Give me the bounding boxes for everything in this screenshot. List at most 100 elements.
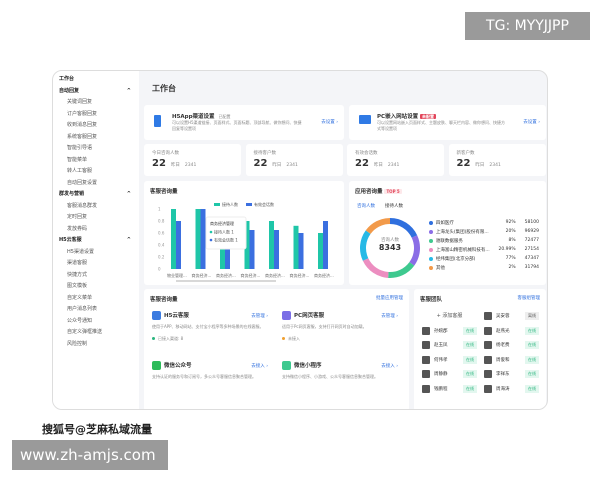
sidebar-item[interactable]: 自定义弹框推送 [67, 329, 103, 335]
x-tick-label: 物业管理... [167, 272, 187, 278]
stat-sub-value: 2341 [286, 163, 298, 168]
app-window: 工作台 自动回复 ^ 关键词回复订户客服回复 收到消息回复 系统客服回复 智能引导语智能菜单… [52, 70, 548, 410]
legend-pct: 20.99% [498, 247, 516, 252]
service-name: 微信公众号 [164, 363, 192, 369]
sidebar-item[interactable]: 关键词回复 [67, 99, 93, 105]
setup-card: H5App渠道设置 已配置 可以设置H5渠道链接、页面样式、页面标题、顶部导航、做… [144, 105, 344, 140]
team-member[interactable]: 吴安蓉 离线 [484, 311, 539, 321]
sidebar-item[interactable]: 系统客服回复 [67, 133, 98, 140]
team-member[interactable]: 周静静 在线 [422, 369, 477, 379]
sidebar-item[interactable]: 发放券码 [67, 225, 88, 232]
service-name: PC网页客服 [294, 313, 325, 319]
sidebar-item[interactable]: 风险控制 [67, 340, 88, 347]
team-member[interactable]: 周俊和 在线 [484, 355, 539, 365]
stat-value: 22 [456, 158, 471, 169]
service-item: H5云客服 去管理 › 使用于APP、移动网站、支付宝小程序等多种场景的在线客服。已… [152, 311, 272, 361]
avatar [484, 312, 492, 320]
bar [323, 221, 328, 269]
team-member[interactable]: 何伟孝 在线 [422, 355, 477, 365]
stat-label: 今日咨询人数 [152, 151, 179, 156]
service-name: 微信小程序 [294, 363, 322, 369]
stat-value: 22 [355, 158, 369, 169]
avatar [484, 370, 492, 378]
stat-value: 22 [253, 158, 268, 169]
bar [171, 209, 176, 269]
stat-card: 有效会话数 22 昨日 2341 [347, 144, 444, 176]
sidebar-item[interactable]: 定时回复 [67, 214, 88, 220]
sidebar-item[interactable]: 快捷方式 [67, 271, 88, 278]
sidebar-item[interactable]: 智能菜单 [67, 156, 88, 163]
team-member[interactable]: 赵燕光 在线 [484, 326, 539, 336]
stat-value: 22 [152, 158, 166, 169]
stat-label: 接待客户数 [253, 151, 277, 156]
sidebar: 工作台 自动回复 ^ 关键词回复订户客服回复 收到消息回复 系统客服回复 智能引导语智能菜单… [53, 71, 139, 409]
service-link[interactable]: 去接入 › [251, 364, 268, 369]
avatar [484, 384, 492, 393]
sidebar-item[interactable]: 公众号通知 [67, 317, 93, 324]
legend-value: 58100 [524, 220, 539, 225]
service-link[interactable]: 去接入 › [381, 364, 398, 369]
setup-link[interactable]: 去设置 › [321, 120, 338, 125]
team-member[interactable]: 杨老费 在线 [484, 340, 539, 350]
bar [225, 245, 230, 269]
sidebar-group[interactable]: 自动回复 ^ [53, 86, 139, 98]
tab-reception[interactable]: 接待人数 [385, 204, 403, 209]
setup-desc: 可以设置网站嵌入页面样式、主题皮肤、聊天栏内容、做你想问、快捷方式等设置项 [377, 120, 505, 131]
tab-consult[interactable]: 咨询人数 [357, 204, 375, 209]
sidebar-item-home[interactable]: 工作台 [53, 74, 139, 86]
batch-manage-link[interactable]: 批量应用管理 [376, 296, 403, 301]
team-manage-link[interactable]: 客服组管理 [517, 296, 541, 301]
member-name: 赵燕光 [496, 328, 510, 334]
legend-pct: 20% [505, 229, 516, 234]
service-status: 已接入渠道: 8 [158, 336, 184, 341]
service-icon [282, 311, 291, 320]
setup-card: PC嵌入网站设置 未配置 可以设置网站嵌入页面样式、主题皮肤、聊天栏内容、做你想问… [349, 105, 546, 140]
team-member[interactable]: 孙婉郡 在线 [422, 326, 477, 336]
sidebar-group[interactable]: 群发与营销 ^ [53, 189, 139, 201]
member-name: 孙婉郡 [434, 328, 448, 334]
bar [249, 230, 255, 269]
service-link[interactable]: 去管理 › [251, 314, 268, 319]
sidebar-item[interactable]: 渠道客服 [67, 260, 88, 266]
stat-sub-value: 2341 [184, 163, 197, 168]
avatar [484, 326, 492, 335]
service-link[interactable]: 去管理 › [381, 314, 398, 319]
bar [293, 225, 299, 269]
sidebar-item[interactable]: 自动回复设置 [67, 179, 98, 186]
team-member[interactable]: 周海涛 在线 [484, 384, 539, 394]
donut-slice [362, 258, 389, 278]
sidebar-item[interactable]: 自定义菜单 [67, 294, 93, 301]
tg-watermark: TG: MYYJJPP [465, 12, 590, 40]
sidebar-item[interactable]: 收到消息回复 [67, 122, 98, 128]
setup-status-badge: 已配置 [218, 114, 231, 119]
avatar [422, 370, 430, 378]
add-agent-button[interactable]: + 添加客服 [436, 313, 463, 319]
sidebar-item[interactable]: 客服消息群发 [67, 202, 98, 209]
team-member[interactable]: 李祥东 在线 [484, 369, 539, 379]
member-status-badge: 在线 [525, 384, 539, 393]
pie-legend-row: 经纬集团(北京分部) 77% 47347 [429, 254, 539, 263]
donut-slice [365, 218, 391, 235]
sidebar-group[interactable]: H5云客服 ^ [53, 235, 139, 247]
member-name: 杨老费 [496, 343, 510, 348]
sidebar-item[interactable]: H5渠道设置 [67, 248, 94, 255]
setup-link[interactable]: 去设置 › [523, 120, 540, 125]
team-card: 客服团队 客服组管理 + 添加客服 吴安蓉 离线 孙婉郡 在线 赵燕光 在线 赵玉凤 在线 杨老… [414, 289, 546, 409]
x-tick-label: 商务经济... [265, 272, 285, 278]
service-icon [152, 361, 161, 370]
team-member[interactable]: 赵玉凤 在线 [422, 340, 477, 350]
team-member[interactable]: 钱鹏程 在线 [422, 384, 477, 394]
legend-pct: 2% [508, 265, 516, 270]
sidebar-item[interactable]: 智能引导语 [67, 145, 93, 151]
stat-card: 新客户数 22 昨日 2341 [448, 144, 546, 176]
sidebar-item[interactable]: 图文模板 [67, 283, 88, 289]
pie-legend-row: 其他 2% 31794 [429, 263, 539, 272]
legend-item: 接待人数 [214, 201, 238, 207]
service-title: 客服咨询量 [150, 297, 178, 303]
legend-value: 96929 [524, 229, 539, 234]
sidebar-item[interactable]: 订户客服回复 [67, 110, 98, 117]
sidebar-item[interactable]: 用户消息列表 [67, 306, 98, 312]
sidebar-item[interactable]: 转人工客服 [67, 168, 93, 174]
pie-legend-row: 上海龙头(集团)股份有限... 20% 96929 [429, 227, 539, 236]
